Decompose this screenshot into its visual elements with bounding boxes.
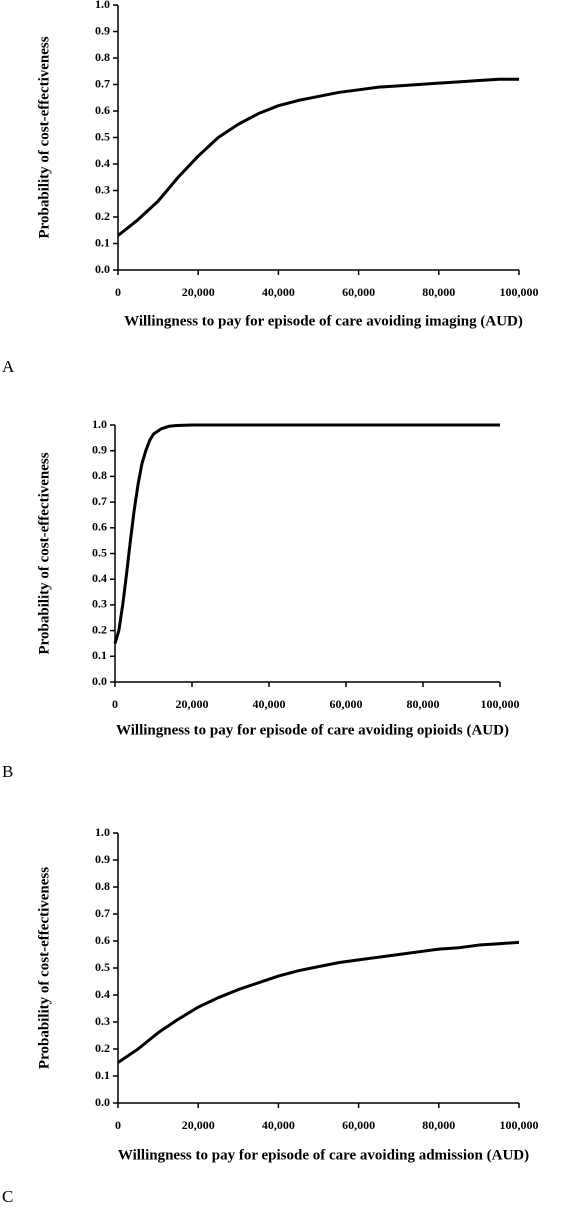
y-tick-label: 0.1 — [92, 648, 107, 662]
y-tick-label: 0.1 — [95, 235, 110, 249]
y-tick-label: 0.9 — [95, 852, 110, 866]
x-tick-label: 100,000 — [500, 1118, 539, 1132]
y-tick-label: 0.4 — [92, 571, 107, 585]
curve — [113, 423, 500, 644]
x-tick-label: 60,000 — [342, 1118, 375, 1132]
y-tick-label: 0.2 — [92, 622, 107, 636]
y-tick-label: 0.1 — [95, 1068, 110, 1082]
x-tick-label: 0 — [115, 1118, 121, 1132]
x-tick-label: 100,000 — [500, 285, 539, 299]
panel-label: A — [2, 357, 15, 376]
y-tick-label: 0.2 — [95, 209, 110, 223]
x-axis-label: Willingness to pay for episode of care a… — [116, 722, 509, 738]
y-tick-label: 0.4 — [95, 987, 110, 1001]
x-tick-label: 60,000 — [330, 697, 363, 711]
y-tick-label: 0.3 — [95, 1014, 110, 1028]
y-tick-label: 0.9 — [92, 442, 107, 456]
x-tick-label: 80,000 — [422, 1118, 455, 1132]
y-tick-label: 0.0 — [95, 1095, 110, 1109]
x-tick-label: 0 — [112, 697, 118, 711]
x-axis-label: Willingness to pay for episode of care a… — [124, 313, 523, 329]
y-tick-label: 0.6 — [92, 520, 107, 534]
y-tick-label: 0.8 — [95, 50, 110, 64]
x-tick-label: 20,000 — [182, 285, 215, 299]
y-axis-label: Probability of cost-effectiveness — [36, 36, 52, 238]
curve — [117, 77, 519, 237]
x-tick-label: 20,000 — [182, 1118, 215, 1132]
x-tick-label: 20,000 — [176, 697, 209, 711]
x-tick-label: 80,000 — [422, 285, 455, 299]
x-tick-label: 0 — [115, 285, 121, 299]
y-tick-label: 0.3 — [95, 182, 110, 196]
y-tick-label: 0.3 — [92, 597, 107, 611]
y-tick-label: 0.5 — [92, 545, 107, 559]
y-tick-label: 0.9 — [95, 23, 110, 37]
x-tick-label: 100,000 — [481, 697, 520, 711]
y-tick-label: 0.0 — [95, 262, 110, 276]
x-tick-label: 40,000 — [253, 697, 286, 711]
y-tick-label: 0.7 — [95, 906, 110, 920]
curve — [117, 940, 520, 1064]
y-tick-label: 0.7 — [95, 76, 110, 90]
y-tick-label: 0.6 — [95, 933, 110, 947]
x-axis-label: Willingness to pay for episode of care a… — [118, 1147, 529, 1163]
y-tick-label: 1.0 — [92, 417, 107, 431]
y-axis-label: Probability of cost-effectiveness — [36, 867, 52, 1069]
y-tick-label: 1.0 — [95, 0, 110, 11]
panel-label: B — [2, 762, 13, 781]
y-tick-label: 1.0 — [95, 825, 110, 839]
y-tick-label: 0.0 — [92, 674, 107, 688]
y-tick-label: 0.5 — [95, 129, 110, 143]
y-tick-label: 0.8 — [92, 468, 107, 482]
y-axis-label: Probability of cost-effectiveness — [36, 452, 52, 654]
x-tick-label: 40,000 — [262, 1118, 295, 1132]
y-tick-label: 0.5 — [95, 960, 110, 974]
panel-label: C — [2, 1187, 13, 1206]
x-tick-label: 60,000 — [342, 285, 375, 299]
y-tick-label: 0.4 — [95, 156, 110, 170]
y-tick-label: 0.2 — [95, 1041, 110, 1055]
x-tick-label: 40,000 — [262, 285, 295, 299]
y-tick-label: 0.8 — [95, 879, 110, 893]
y-tick-label: 0.6 — [95, 103, 110, 117]
x-tick-label: 80,000 — [407, 697, 440, 711]
y-tick-label: 0.7 — [92, 494, 107, 508]
